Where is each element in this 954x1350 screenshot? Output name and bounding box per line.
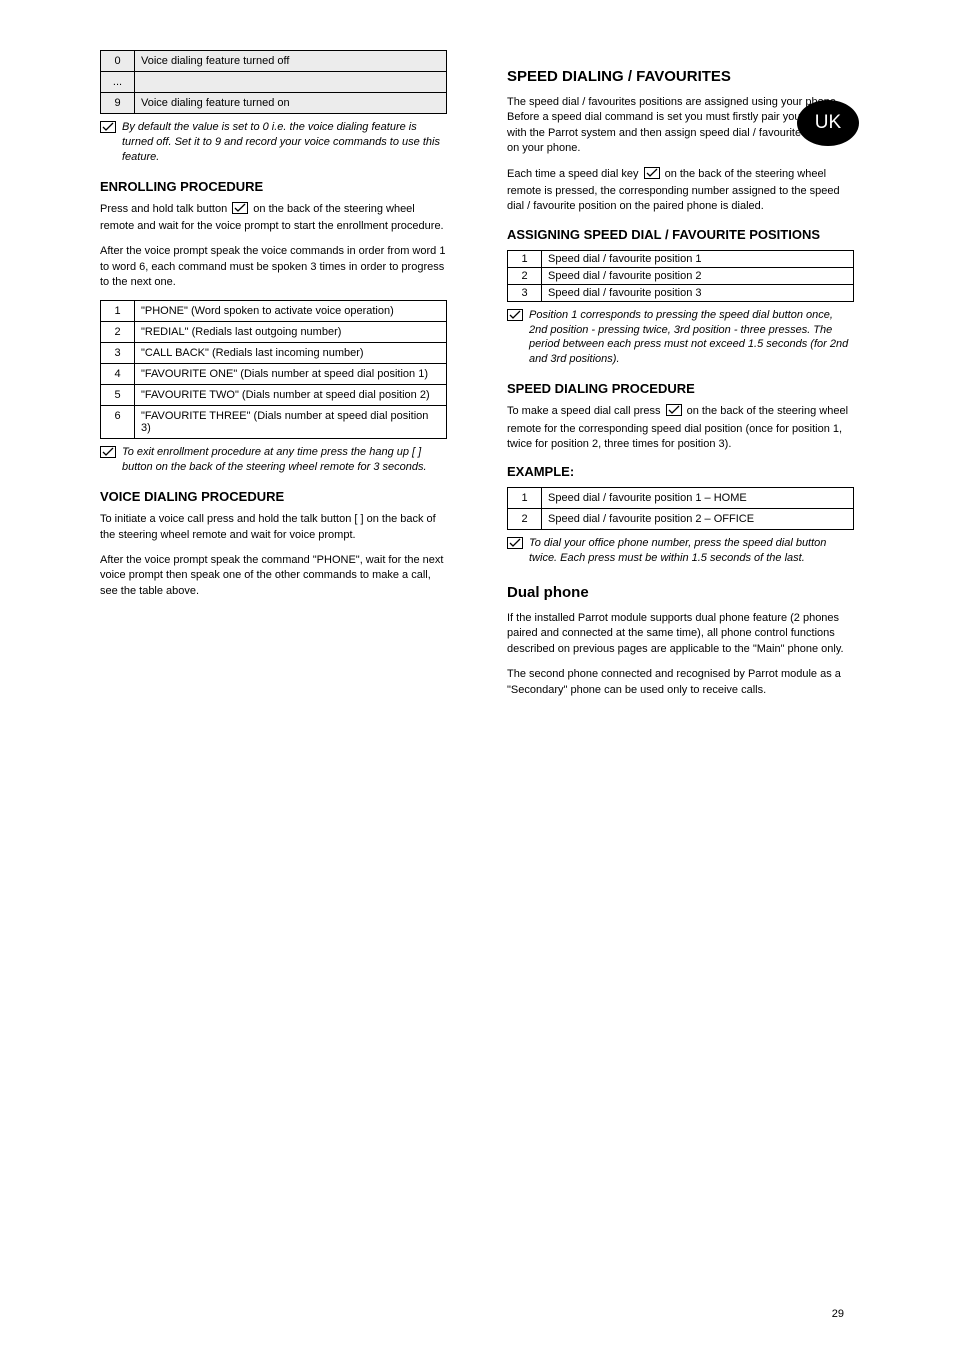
voice-dial-para-1: To initiate a voice call press and hold … xyxy=(100,512,447,543)
table-cell-label: "PHONE" (Word spoken to activate voice o… xyxy=(135,301,447,322)
table-row: 5"FAVOURITE TWO" (Dials number at speed … xyxy=(101,385,447,406)
voice-dial-proc-title: VOICE DIALING PROCEDURE xyxy=(100,489,447,504)
checkbox-icon xyxy=(507,309,523,321)
table-row: 9Voice dialing feature turned on xyxy=(101,93,447,114)
table-row: 4"FAVOURITE ONE" (Dials number at speed … xyxy=(101,364,447,385)
table-cell-label: Voice dialing feature turned off xyxy=(135,51,447,72)
content-columns: 0Voice dialing feature turned off...9Voi… xyxy=(100,50,854,708)
note-text: To exit enrollment procedure at any time… xyxy=(122,445,447,475)
table-cell-label: "FAVOURITE THREE" (Dials number at speed… xyxy=(135,406,447,439)
table-row: 3"CALL BACK" (Redials last incoming numb… xyxy=(101,343,447,364)
table-row: 6"FAVOURITE THREE" (Dials number at spee… xyxy=(101,406,447,439)
note-text: By default the value is set to 0 i.e. th… xyxy=(122,120,447,165)
table-cell-label: "CALL BACK" (Redials last incoming numbe… xyxy=(135,343,447,364)
table-cell-code: 3 xyxy=(101,343,135,364)
enroll-title: ENROLLING PROCEDURE xyxy=(100,179,447,194)
table-row: 1Speed dial / favourite position 1 – HOM… xyxy=(508,488,854,509)
dual-para-1: If the installed Parrot module supports … xyxy=(507,611,854,657)
table-cell-code: 9 xyxy=(101,93,135,114)
table-cell-code: 6 xyxy=(101,406,135,439)
voice-dial-setting-table: 0Voice dialing feature turned off...9Voi… xyxy=(100,50,447,114)
table-cell-code: 0 xyxy=(101,51,135,72)
table-cell-code: ... xyxy=(101,72,135,93)
speed-para-2: Each time a speed dial key on the back o… xyxy=(507,167,854,215)
speed-dial-positions-table: 1Speed dial / favourite position 12Speed… xyxy=(507,250,854,302)
note-text: Position 1 corresponds to pressing the s… xyxy=(529,308,854,367)
example-table: 1Speed dial / favourite position 1 – HOM… xyxy=(507,487,854,530)
note-exit-enrollment: To exit enrollment procedure at any time… xyxy=(100,445,447,475)
example-title: EXAMPLE: xyxy=(507,464,854,479)
right-column: SPEED DIALING / FAVOURITES The speed dia… xyxy=(507,50,854,708)
page: UK 0Voice dialing feature turned off...9… xyxy=(0,0,954,1350)
table-cell-label: "REDIAL" (Redials last outgoing number) xyxy=(135,322,447,343)
speed-proc-title: SPEED DIALING PROCEDURE xyxy=(507,381,854,396)
checkbox-icon xyxy=(100,121,116,133)
checkbox-icon xyxy=(507,537,523,549)
note-voice-dial-default: By default the value is set to 0 i.e. th… xyxy=(100,120,447,165)
dual-para-2: The second phone connected and recognise… xyxy=(507,667,854,698)
table-cell-label xyxy=(135,72,447,93)
table-cell-label: Voice dialing feature turned on xyxy=(135,93,447,114)
table-cell-label: Speed dial / favourite position 3 xyxy=(542,284,854,301)
table-cell-code: 2 xyxy=(101,322,135,343)
uk-badge: UK xyxy=(797,100,859,146)
table-row: 0Voice dialing feature turned off xyxy=(101,51,447,72)
voice-commands-table: 1"PHONE" (Word spoken to activate voice … xyxy=(100,300,447,439)
table-cell-code: 4 xyxy=(101,364,135,385)
table-row: ... xyxy=(101,72,447,93)
table-cell-code: 1 xyxy=(101,301,135,322)
note-text: To dial your office phone number, press … xyxy=(529,536,854,566)
table-cell-code: 3 xyxy=(508,284,542,301)
enroll-para-2: After the voice prompt speak the voice c… xyxy=(100,244,447,290)
table-cell-code: 1 xyxy=(508,250,542,267)
table-cell-label: Speed dial / favourite position 2 xyxy=(542,267,854,284)
enroll-para-1: Press and hold talk button on the back o… xyxy=(100,202,447,235)
table-row: 1Speed dial / favourite position 1 xyxy=(508,250,854,267)
table-cell-code: 2 xyxy=(508,509,542,530)
voice-dial-para-2: After the voice prompt speak the command… xyxy=(100,553,447,599)
table-cell-label: "FAVOURITE TWO" (Dials number at speed d… xyxy=(135,385,447,406)
table-row: 3Speed dial / favourite position 3 xyxy=(508,284,854,301)
table-cell-label: Speed dial / favourite position 1 xyxy=(542,250,854,267)
table-cell-label: "FAVOURITE ONE" (Dials number at speed d… xyxy=(135,364,447,385)
note-position-presses: Position 1 corresponds to pressing the s… xyxy=(507,308,854,367)
table-cell-code: 1 xyxy=(508,488,542,509)
page-number: 29 xyxy=(832,1308,844,1320)
speed-proc-para: To make a speed dial call press on the b… xyxy=(507,404,854,452)
assign-title: ASSIGNING SPEED DIAL / FAVOURITE POSITIO… xyxy=(507,227,854,242)
table-cell-label: Speed dial / favourite position 1 – HOME xyxy=(542,488,854,509)
speed-dial-title: SPEED DIALING / FAVOURITES xyxy=(507,68,854,85)
table-cell-code: 2 xyxy=(508,267,542,284)
table-cell-label: Speed dial / favourite position 2 – OFFI… xyxy=(542,509,854,530)
checkbox-icon xyxy=(100,446,116,458)
table-cell-code: 5 xyxy=(101,385,135,406)
left-column: 0Voice dialing feature turned off...9Voi… xyxy=(100,50,447,708)
uk-badge-text: UK xyxy=(815,112,841,134)
note-example: To dial your office phone number, press … xyxy=(507,536,854,566)
dual-phone-title: Dual phone xyxy=(507,584,854,601)
table-row: 2Speed dial / favourite position 2 xyxy=(508,267,854,284)
table-row: 2Speed dial / favourite position 2 – OFF… xyxy=(508,509,854,530)
table-row: 2"REDIAL" (Redials last outgoing number) xyxy=(101,322,447,343)
table-row: 1"PHONE" (Word spoken to activate voice … xyxy=(101,301,447,322)
